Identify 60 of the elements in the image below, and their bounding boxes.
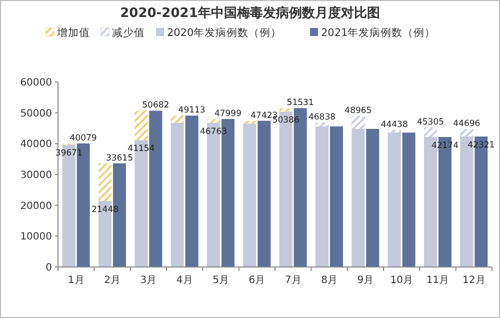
legend-label: 2021年发病例数（例） — [321, 26, 436, 39]
chart-title: 2020-2021年中国梅毒发病例数月度对比图 — [120, 5, 380, 21]
x-tick-label: 6月 — [248, 275, 266, 286]
bar — [243, 120, 256, 124]
bar — [207, 119, 220, 123]
x-tick-label: 9月 — [357, 275, 374, 286]
data-label: 51531 — [286, 98, 314, 108]
x-tick-label: 1月 — [68, 275, 84, 286]
y-tick-label: 10000 — [20, 232, 52, 243]
bar — [366, 128, 380, 267]
x-tick-label: 5月 — [212, 275, 229, 286]
x-tick-label: 11月 — [426, 275, 450, 286]
data-label: 46838 — [308, 112, 336, 123]
data-label: 39671 — [55, 148, 82, 159]
legend-label: 减少值 — [112, 26, 145, 39]
bar — [258, 120, 271, 267]
x-tick-label: 12月 — [462, 275, 486, 286]
data-label: 44438 — [380, 120, 408, 130]
data-label: 50682 — [142, 100, 170, 111]
y-tick-label: 0 — [46, 262, 52, 274]
x-tick-label: 10月 — [390, 275, 413, 286]
data-label: 46763 — [200, 126, 228, 137]
data-label: 44696 — [453, 119, 480, 130]
y-tick-label: 40000 — [20, 139, 52, 150]
data-label: 48965 — [344, 106, 372, 116]
bar — [352, 116, 365, 129]
data-label: 21448 — [91, 204, 119, 215]
x-tick-label: 4月 — [176, 275, 193, 286]
bar — [460, 129, 474, 137]
legend-label: 增加值 — [56, 26, 90, 39]
y-tick-label: 60000 — [20, 78, 52, 88]
data-label: 47999 — [214, 109, 242, 120]
x-tick-label: 3月 — [140, 275, 157, 286]
data-label: 42174 — [431, 140, 459, 151]
y-tick-label: 30000 — [20, 170, 52, 181]
bar — [330, 126, 343, 267]
legend-label: 2020年发病例数（例） — [167, 26, 282, 39]
bar — [388, 130, 401, 267]
data-label: 42321 — [468, 140, 495, 151]
data-label: 45305 — [416, 117, 444, 128]
y-tick-label: 20000 — [20, 200, 52, 212]
y-tick-label: 50000 — [20, 108, 52, 120]
bar — [134, 110, 148, 140]
bar — [185, 116, 198, 267]
bar — [424, 127, 438, 137]
data-label: 41154 — [128, 144, 155, 154]
bar — [402, 132, 416, 267]
x-tick-label: 2月 — [104, 275, 120, 286]
bar — [170, 116, 184, 124]
bar — [243, 124, 256, 267]
data-label: 49113 — [178, 106, 206, 116]
data-label: 50386 — [272, 116, 300, 126]
bar — [170, 123, 184, 267]
data-label: 33615 — [106, 153, 134, 164]
x-tick-label: 8月 — [321, 275, 338, 286]
bar — [98, 163, 112, 201]
bar — [316, 122, 329, 126]
x-tick-label: 7月 — [284, 275, 302, 286]
data-label: 40079 — [70, 133, 97, 144]
bar — [388, 130, 401, 133]
